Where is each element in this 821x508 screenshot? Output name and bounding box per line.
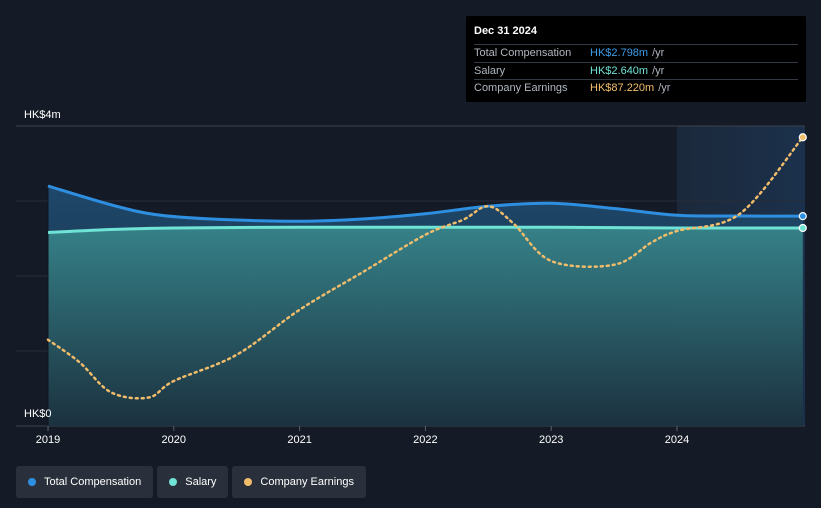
salary-area bbox=[48, 227, 803, 426]
legend-label: Company Earnings bbox=[260, 476, 354, 488]
legend-label: Salary bbox=[185, 476, 217, 488]
x-tick-label: 2022 bbox=[413, 434, 437, 446]
y-axis-label-max: HK$4m bbox=[24, 109, 61, 121]
legend-dot-icon bbox=[244, 478, 253, 486]
company-earnings-line bbox=[46, 136, 805, 400]
tooltip-row-salary: Salary HK$2.640m /yr bbox=[474, 61, 798, 80]
x-tick-label: 2019 bbox=[36, 434, 60, 446]
salary-line bbox=[47, 225, 803, 234]
company-earnings-end-point bbox=[798, 133, 807, 142]
x-tick-label: 2020 bbox=[162, 434, 186, 446]
tooltip-date: Dec 31 2024 bbox=[474, 25, 537, 37]
tooltip-label: Total Compensation bbox=[474, 47, 572, 59]
tooltip-row-company-earnings: Company Earnings HK$87.220m /yr bbox=[474, 79, 798, 97]
total-compensation-end-point bbox=[798, 212, 807, 221]
tooltip: Dec 31 2024 Total Compensation HK$2.798m… bbox=[466, 16, 806, 102]
tooltip-value: HK$2.640m bbox=[590, 64, 649, 77]
tooltip-unit: /yr bbox=[658, 82, 671, 94]
legend: Total Compensation Salary Company Earnin… bbox=[16, 466, 366, 498]
y-axis-label-min: HK$0 bbox=[24, 408, 52, 420]
x-tick-label: 2023 bbox=[539, 434, 563, 446]
tooltip-label: Company Earnings bbox=[474, 82, 568, 94]
salary-end-point bbox=[798, 223, 807, 233]
x-tick-label: 2024 bbox=[665, 434, 689, 446]
tooltip-row-total-compensation: Total Compensation HK$2.798m /yr bbox=[474, 44, 798, 62]
tooltip-unit: /yr bbox=[652, 64, 665, 77]
legend-item-salary[interactable]: Salary bbox=[157, 466, 229, 498]
legend-label: Total Compensation bbox=[44, 476, 142, 488]
legend-item-total-compensation[interactable]: Total Compensation bbox=[16, 466, 154, 498]
tooltip-label: Salary bbox=[474, 64, 506, 77]
x-tick-label: 2021 bbox=[287, 434, 311, 446]
tooltip-value: HK$2.798m bbox=[590, 47, 649, 59]
total-compensation-line bbox=[47, 184, 803, 223]
tooltip-unit: /yr bbox=[652, 47, 665, 59]
legend-dot-icon bbox=[28, 478, 36, 486]
legend-item-company-earnings[interactable]: Company Earnings bbox=[232, 466, 366, 498]
legend-dot-icon bbox=[169, 478, 178, 486]
tooltip-value: HK$87.220m bbox=[590, 82, 655, 94]
